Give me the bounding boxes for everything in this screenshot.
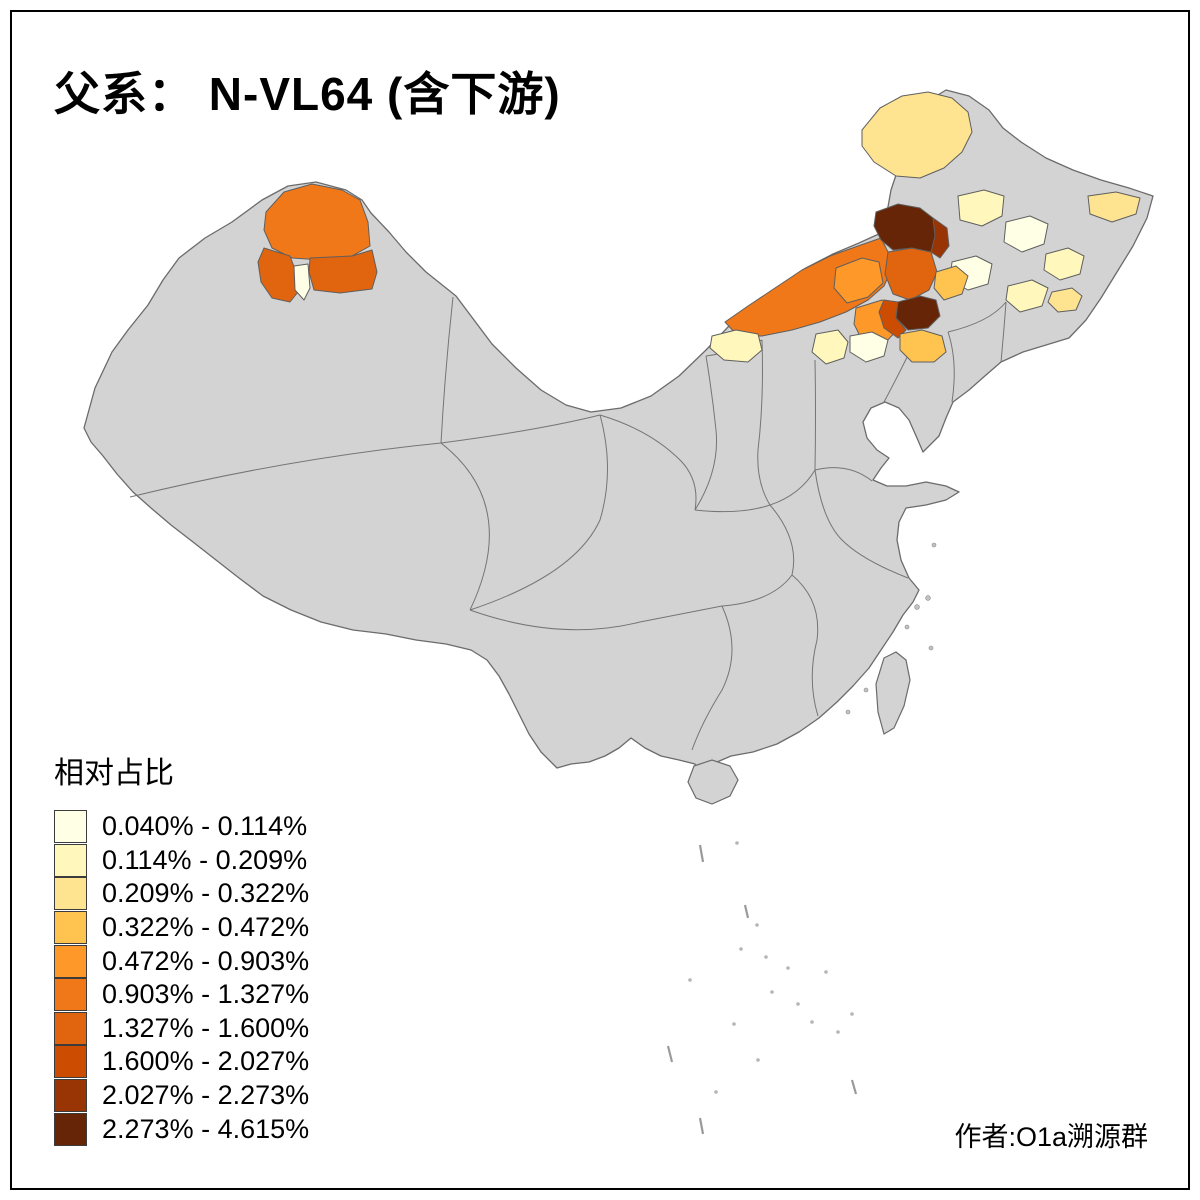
map-region [933,265,969,301]
map-region [1043,247,1085,281]
legend-label: 2.273% - 4.615% [102,1113,310,1144]
legend-label: 2.027% - 2.273% [102,1080,310,1111]
legend-label: 0.209% - 0.322% [102,878,310,909]
legend-label: 1.600% - 2.027% [102,1046,310,1077]
map-region [1047,287,1083,313]
author-credit: 作者:O1a溯源群 [954,1122,1148,1152]
choropleth-regions [257,91,1141,365]
legend-label: 0.472% - 0.903% [102,945,310,976]
legend-label: 0.114% - 0.209% [102,844,308,875]
map-region [861,91,973,179]
map-region [308,249,378,294]
legend-row: 1.327% - 1.600% [54,1011,384,1046]
legend-row: 0.472% - 0.903% [54,944,384,978]
map-region [811,329,849,365]
legend-label: 0.040% - 0.114% [102,811,308,842]
legend-swatch [54,978,87,1012]
coastal-islets [845,542,937,715]
legend-label: 0.322% - 0.472% [102,912,310,943]
map-region [895,295,941,331]
legend-row: 0.209% - 0.322% [54,877,384,911]
south-china-sea-islets [688,841,854,1094]
legend-swatch [54,1011,87,1045]
page-title: 父系： N-VL64 (含下游) [54,68,561,120]
map-region [930,217,950,259]
legend-title: 相对占比 [54,757,174,790]
legend-label: 1.327% - 1.600% [102,1012,310,1043]
legend-row: 0.040% - 0.114% [54,810,384,844]
legend-swatch [54,911,87,945]
legend-row: 0.114% - 0.209% [54,843,384,878]
legend-label: 0.903% - 1.327% [102,979,310,1010]
legend-row: 1.600% - 2.027% [54,1045,384,1079]
south-china-sea-dashes [666,844,858,1135]
legend-swatch [54,1079,87,1113]
legend-rows: 0.040% - 0.114% 0.114% - 0.209% 0.209% - 0… [54,810,384,1146]
map-region [899,329,947,363]
map-region [1003,215,1049,253]
taiwan-island [875,651,911,735]
map-region [833,257,884,304]
province-borders [129,296,1007,751]
legend-swatch [54,1112,87,1146]
legend-swatch [54,1045,87,1079]
legend-swatch [54,843,87,877]
map-region [1005,279,1049,313]
legend-swatch [54,877,87,911]
map-region [849,331,889,363]
legend-row: 2.273% - 4.615% [54,1112,384,1146]
map-region [293,263,311,301]
legend-row: 0.903% - 1.327% [54,978,384,1012]
legend-row: 2.027% - 2.273% [54,1079,384,1113]
legend-row: 0.322% - 0.472% [54,911,384,945]
legend-swatch [54,944,87,978]
map-region [263,183,371,261]
legend: 相对占比 0.040% - 0.114% 0.114% - 0.209% 0.209… [54,748,384,1146]
hainan-island [687,759,739,805]
map-region [957,189,1005,227]
map-region [1087,191,1141,223]
map-region [709,329,763,363]
map-region [257,247,299,303]
legend-swatch [54,810,87,844]
